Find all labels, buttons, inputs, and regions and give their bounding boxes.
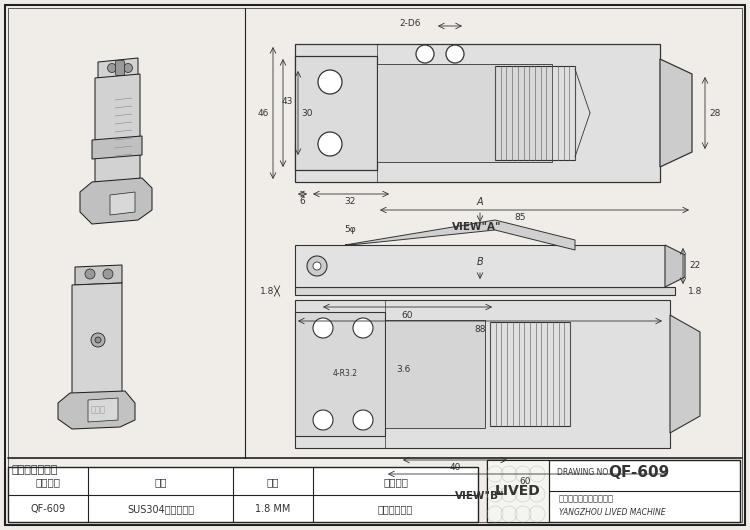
Text: 40: 40 [449, 464, 460, 473]
Text: SUS304冷轧不锈钢: SUS304冷轧不锈钢 [127, 504, 194, 514]
Polygon shape [72, 283, 122, 395]
Circle shape [318, 132, 342, 156]
Text: DRAWING NO.: DRAWING NO. [557, 468, 610, 477]
Text: 内有高强度弹簧: 内有高强度弹簧 [12, 465, 58, 475]
Text: 1.8: 1.8 [688, 287, 702, 296]
FancyBboxPatch shape [116, 60, 124, 75]
Bar [295, 56, 377, 170]
Polygon shape [660, 59, 692, 167]
Text: 材质: 材质 [154, 477, 166, 487]
Bar [490, 322, 570, 426]
Polygon shape [95, 74, 140, 186]
Polygon shape [75, 265, 122, 285]
Text: 6: 6 [299, 198, 304, 207]
Text: 22: 22 [689, 261, 700, 270]
Polygon shape [88, 398, 118, 422]
Circle shape [416, 45, 434, 63]
Text: 60: 60 [401, 311, 412, 320]
Text: LIVED: LIVED [495, 484, 541, 498]
Circle shape [313, 410, 333, 430]
Bar [377, 64, 552, 162]
Bar [295, 312, 385, 436]
Text: QF-609: QF-609 [608, 465, 670, 480]
Text: 光泽振动研磨: 光泽振动研磨 [378, 504, 413, 514]
Text: QF-609: QF-609 [31, 504, 65, 514]
Text: 2-D6: 2-D6 [399, 20, 421, 29]
Text: 3.6: 3.6 [396, 365, 410, 374]
Circle shape [318, 70, 342, 94]
Text: 43: 43 [281, 96, 292, 105]
Polygon shape [92, 136, 142, 159]
Text: 料厚: 料厚 [267, 477, 279, 487]
Text: VIEW"B": VIEW"B" [455, 491, 505, 501]
Text: 60: 60 [519, 478, 531, 487]
Text: 4-R3.2: 4-R3.2 [332, 369, 358, 378]
Text: B: B [477, 257, 483, 267]
Bar [385, 320, 485, 428]
Polygon shape [345, 220, 575, 250]
Circle shape [353, 318, 373, 338]
Bar [8, 467, 478, 522]
Circle shape [353, 410, 373, 430]
Circle shape [103, 269, 113, 279]
Circle shape [85, 269, 95, 279]
Polygon shape [665, 245, 685, 287]
Polygon shape [670, 315, 700, 433]
Circle shape [313, 318, 333, 338]
Circle shape [95, 337, 101, 343]
Text: 立维德: 立维德 [91, 405, 106, 414]
Text: YANGZHOU LIVED MACHINE: YANGZHOU LIVED MACHINE [559, 508, 666, 517]
Text: 产品型号: 产品型号 [35, 477, 61, 487]
Text: 5φ: 5φ [344, 225, 355, 234]
Text: VIEW"A": VIEW"A" [452, 222, 502, 232]
Circle shape [107, 64, 116, 73]
Text: 扬州立维德机械有限公司: 扬州立维德机械有限公司 [559, 494, 614, 503]
Circle shape [307, 256, 327, 276]
Circle shape [446, 45, 464, 63]
Polygon shape [98, 58, 138, 79]
Circle shape [124, 64, 133, 73]
Bar [487, 460, 740, 522]
Text: 1.8: 1.8 [260, 287, 274, 296]
Bar [295, 300, 670, 448]
Text: 85: 85 [514, 214, 526, 223]
Bar [495, 66, 575, 160]
Text: 88: 88 [474, 324, 486, 333]
Bar [295, 287, 675, 295]
Circle shape [91, 333, 105, 347]
Polygon shape [110, 192, 135, 215]
Bar [487, 460, 549, 522]
Circle shape [313, 262, 321, 270]
Polygon shape [80, 178, 152, 224]
Text: 表面处理: 表面处理 [383, 477, 408, 487]
Polygon shape [58, 391, 135, 429]
Text: 46: 46 [257, 109, 268, 118]
Bar [295, 44, 660, 182]
Text: 28: 28 [710, 109, 721, 118]
Text: A: A [477, 197, 483, 207]
Text: 1.8 MM: 1.8 MM [255, 504, 291, 514]
Bar [295, 245, 665, 287]
Text: 30: 30 [302, 109, 313, 118]
Text: 32: 32 [344, 198, 355, 207]
